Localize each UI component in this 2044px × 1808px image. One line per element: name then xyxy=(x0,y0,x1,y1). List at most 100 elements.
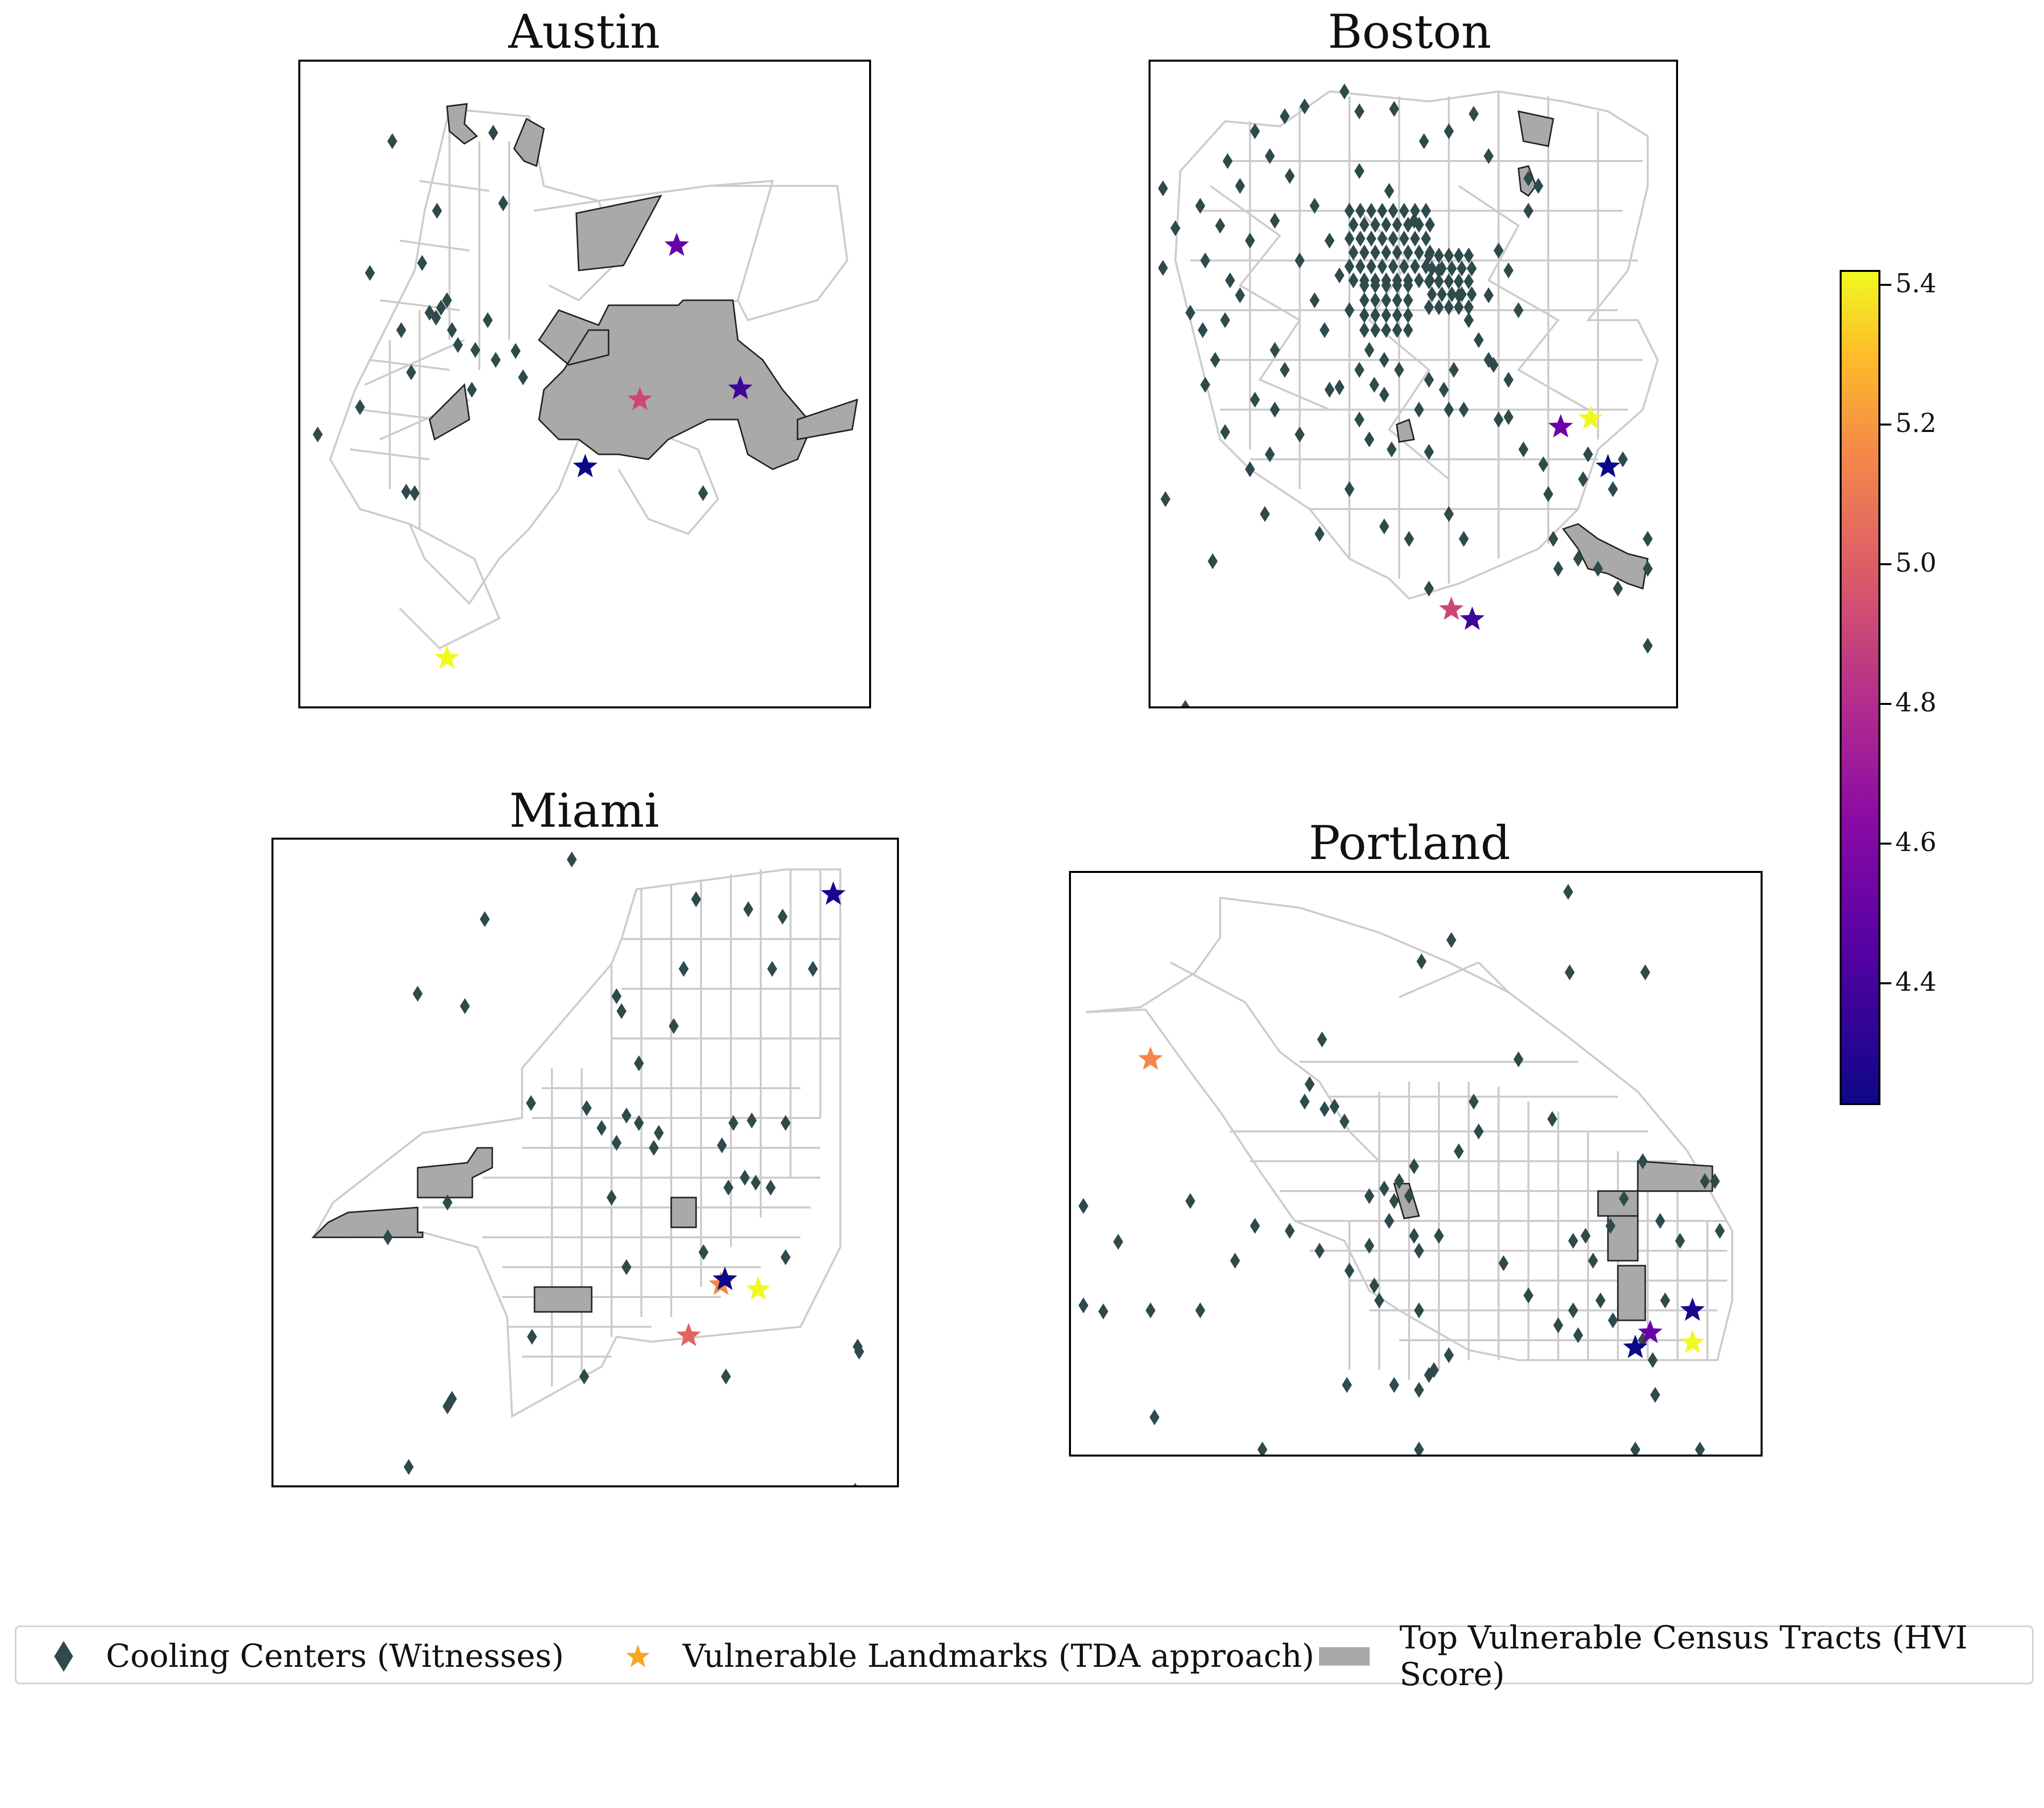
cooling-center-marker xyxy=(597,1120,607,1136)
cooling-center-marker xyxy=(1518,441,1528,457)
cooling-center-marker xyxy=(1245,233,1255,249)
cooling-center-marker xyxy=(1392,277,1402,293)
cooling-center-marker xyxy=(1434,1228,1444,1244)
cooling-center-marker xyxy=(1504,262,1513,278)
vulnerable-landmark-star xyxy=(627,387,652,410)
cooling-center-marker xyxy=(1404,531,1414,547)
cooling-center-marker xyxy=(1359,322,1369,338)
legend-label: Vulnerable Landmarks (TDA approach) xyxy=(683,1638,1315,1675)
cooling-center-marker xyxy=(1381,322,1391,338)
cooling-center-marker xyxy=(1359,277,1369,293)
cooling-center-marker xyxy=(1200,377,1210,393)
cooling-center-marker xyxy=(1394,1173,1404,1189)
cooling-center-marker xyxy=(1608,481,1618,497)
cooling-center-marker xyxy=(1695,1442,1705,1455)
cooling-center-marker xyxy=(1409,1158,1419,1174)
vulnerable-tract xyxy=(533,1286,593,1313)
cooling-center-marker xyxy=(1421,203,1431,219)
cooling-center-marker xyxy=(1185,305,1195,321)
colorbar xyxy=(1840,270,1880,1105)
vulnerable-landmarks xyxy=(1439,406,1620,630)
cooling-center-marker xyxy=(622,1259,631,1275)
vulnerable-landmark-star xyxy=(664,233,689,256)
cooling-center-marker xyxy=(747,1113,757,1128)
cooling-center-marker xyxy=(1344,1263,1354,1279)
cooling-center-marker xyxy=(1464,312,1474,328)
cooling-center-marker xyxy=(721,1369,731,1384)
cooling-center-marker xyxy=(442,292,452,308)
cooling-center-marker xyxy=(1427,260,1437,276)
cooling-center-marker xyxy=(1700,1173,1710,1189)
vulnerable-landmark-star xyxy=(1680,1330,1705,1353)
cooling-center-marker xyxy=(1359,245,1369,260)
cooling-center-marker xyxy=(1320,322,1330,338)
vulnerable-landmark-star xyxy=(1138,1046,1163,1070)
cooling-center-marker xyxy=(854,1344,864,1360)
cooling-center-marker xyxy=(383,1229,393,1245)
cooling-center-marker xyxy=(1419,133,1429,149)
vulnerable-landmark-star xyxy=(435,645,459,669)
cooling-center-marker xyxy=(413,986,423,1002)
cooling-center-marker xyxy=(1078,1198,1088,1214)
vulnerable-tract xyxy=(575,194,662,271)
cooling-center-marker xyxy=(1381,245,1391,260)
cooling-center-marker xyxy=(401,484,411,500)
cooling-center-marker xyxy=(1403,292,1413,308)
cooling-center-marker xyxy=(1444,123,1454,139)
map-miami xyxy=(311,852,864,1485)
cooling-center-marker xyxy=(1200,253,1210,268)
cooling-center-marker xyxy=(1295,253,1305,268)
cooling-center-marker xyxy=(1355,203,1365,219)
cooling-center-marker xyxy=(1605,1218,1615,1234)
vulnerable-landmark-star xyxy=(1460,606,1485,630)
vulnerable-landmark-star xyxy=(746,1277,771,1300)
cooling-center-marker xyxy=(1447,260,1457,276)
cooling-center-marker xyxy=(1364,431,1374,447)
cooling-center-marker xyxy=(698,485,708,501)
cooling-center-marker xyxy=(1344,203,1354,219)
cooling-center-marker xyxy=(1484,287,1494,303)
cooling-center-marker xyxy=(404,1459,414,1475)
cooling-center-marker xyxy=(491,352,501,368)
vulnerable-tracts xyxy=(429,103,858,470)
cooling-center-marker xyxy=(1414,1302,1424,1318)
cooling-center-marker xyxy=(808,961,818,977)
cooling-center-marker xyxy=(1364,1238,1374,1254)
cooling-center-marker xyxy=(1403,307,1413,323)
cooling-center-marker xyxy=(417,255,427,271)
cooling-center-marker xyxy=(1158,260,1168,276)
vulnerable-tracts xyxy=(311,1147,697,1313)
tract-swatch-icon xyxy=(1319,1647,1370,1666)
cooling-center-marker xyxy=(1444,248,1454,263)
cooling-center-marker xyxy=(355,399,365,415)
map-panel-portland xyxy=(1069,871,1763,1457)
cooling-center-marker xyxy=(1370,322,1380,338)
vulnerable-landmark-star xyxy=(1548,414,1573,437)
map-panel-austin xyxy=(298,60,871,708)
cooling-center-marker xyxy=(1454,1143,1464,1159)
vulnerable-tract xyxy=(1607,1215,1639,1262)
cooling-center-marker xyxy=(1410,203,1420,219)
cooling-center-marker xyxy=(1444,1347,1454,1363)
cooling-center-marker xyxy=(488,125,498,141)
cooling-center-marker xyxy=(634,1055,644,1071)
cooling-center-marker xyxy=(1285,1223,1295,1239)
cooling-center-marker xyxy=(1370,307,1380,323)
cooling-centers xyxy=(313,125,708,501)
cooling-centers xyxy=(1078,884,1725,1455)
cooling-center-marker xyxy=(1523,171,1533,186)
cooling-center-marker xyxy=(527,1329,537,1345)
cooling-center-marker xyxy=(498,195,508,211)
colorbar-tick xyxy=(1880,284,1891,286)
cooling-center-marker xyxy=(1392,307,1402,323)
vulnerable-tract xyxy=(1562,523,1649,590)
cooling-center-marker xyxy=(1444,273,1454,289)
panel-title-boston: Boston xyxy=(1328,5,1492,59)
legend: Cooling Centers (Witnesses) Vulnerable L… xyxy=(15,1620,2034,1693)
colorbar-tick-label: 5.0 xyxy=(1895,548,1937,578)
cooling-center-marker xyxy=(1410,258,1420,274)
map-panel-miami xyxy=(271,838,899,1487)
cooling-center-marker xyxy=(1370,217,1380,233)
cooling-center-marker xyxy=(740,1170,750,1186)
cooling-center-marker xyxy=(1215,218,1225,234)
